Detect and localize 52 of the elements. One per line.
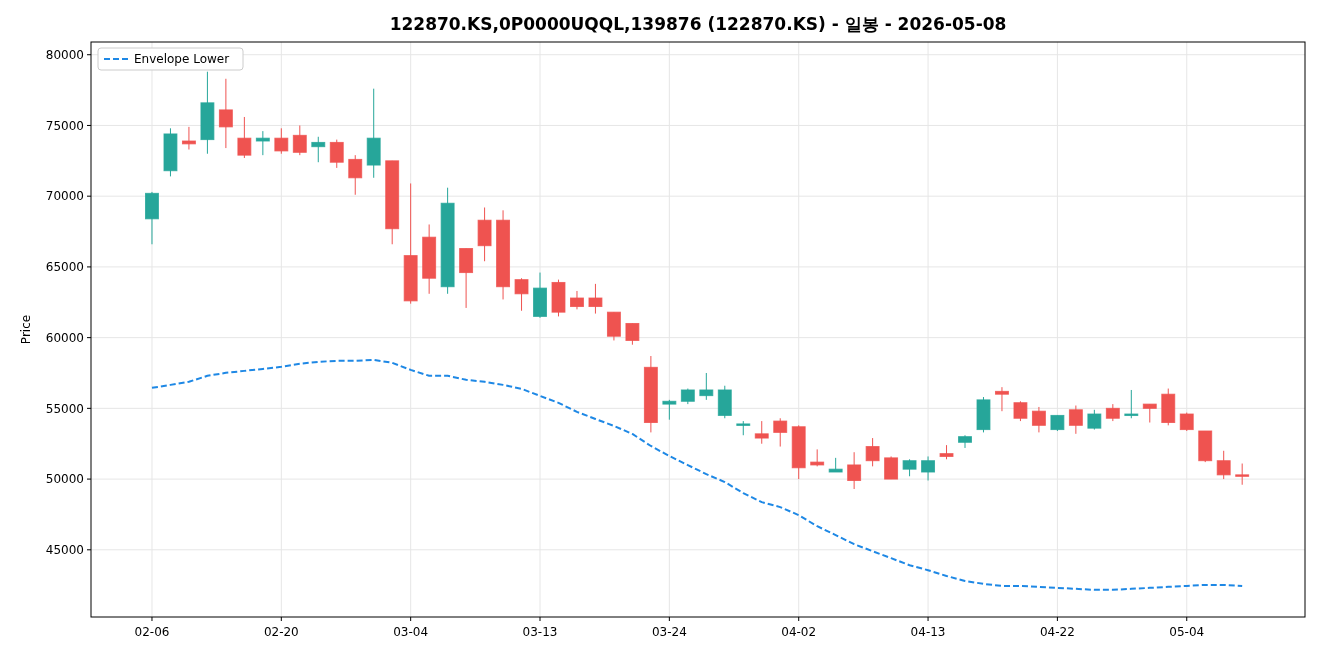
candlestick <box>1087 409 1102 431</box>
candlestick <box>292 124 307 156</box>
x-tick-label: 03-24 <box>651 625 687 639</box>
candlestick <box>1216 450 1231 480</box>
y-tick-label: 70000 <box>45 189 84 204</box>
legend-label: Envelope Lower <box>134 52 230 67</box>
y-tick-label: 80000 <box>45 47 84 62</box>
candlestick <box>255 130 270 156</box>
candlestick <box>1142 403 1157 423</box>
candlestick <box>754 420 769 445</box>
x-tick-label: 02-20 <box>263 625 299 639</box>
line-series <box>150 358 1244 591</box>
y-tick-label: 55000 <box>45 401 84 416</box>
candlestick <box>884 455 899 480</box>
y-tick-label: 45000 <box>45 543 84 558</box>
candlestick <box>348 154 363 196</box>
x-tick-label: 03-13 <box>522 625 558 639</box>
candlestick <box>181 126 196 150</box>
x-tick-label: 04-02 <box>781 625 817 639</box>
candlestick <box>1013 400 1028 422</box>
x-tick-label: 04-22 <box>1039 625 1075 639</box>
candlestick <box>773 417 788 448</box>
candlestick <box>662 399 677 421</box>
candlestick <box>921 455 936 481</box>
candlestick <box>958 434 972 449</box>
candlestick <box>1031 406 1046 433</box>
candlestick <box>588 283 603 315</box>
candlestick <box>329 139 344 169</box>
y-axis-title: Price <box>19 314 33 345</box>
y-tick-label: 60000 <box>45 330 84 345</box>
candlestick <box>995 386 1009 412</box>
candlestick <box>625 322 640 346</box>
y-tick-label: 65000 <box>45 260 84 275</box>
x-tick-label: 02-06 <box>134 625 170 639</box>
candlestick <box>1235 463 1250 486</box>
candlestick <box>274 127 289 155</box>
y-tick-label: 50000 <box>45 472 84 487</box>
x-tick-label: 04-13 <box>910 625 946 639</box>
y-tick-label: 75000 <box>45 118 84 133</box>
candlestick <box>237 116 252 159</box>
candlestick <box>570 290 584 310</box>
x-tick-label: 05-04 <box>1169 625 1205 639</box>
candlestick <box>311 136 326 163</box>
candlestick <box>514 277 529 312</box>
candlestick <box>1124 389 1139 419</box>
x-tick-label: 03-04 <box>393 625 429 639</box>
candlestick <box>847 451 862 490</box>
candlestick <box>1068 405 1083 435</box>
candlestick <box>218 78 233 149</box>
candlestick <box>699 372 714 401</box>
candlestick <box>865 437 880 467</box>
chart-title: 122870.KS,0P0000UQQL,139876 (122870.KS) - 일봉 - 2026-05-08 <box>389 14 1007 34</box>
